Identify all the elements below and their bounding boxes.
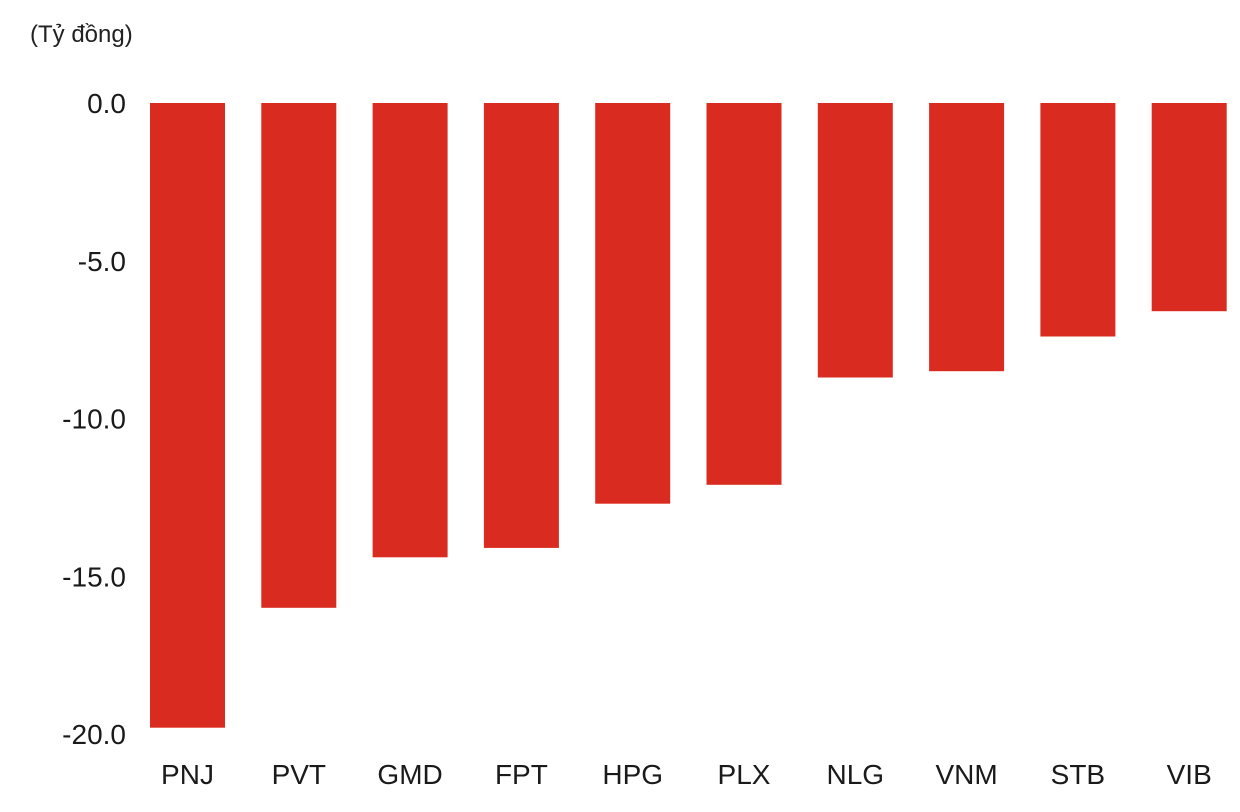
x-category-label: NLG [827, 759, 885, 790]
y-tick-label: -5.0 [78, 246, 126, 277]
bar-pvt [261, 103, 337, 608]
bar-vib [1151, 103, 1227, 312]
bar-stb [1040, 103, 1116, 337]
bars-group [150, 103, 1227, 728]
x-category-label: PLX [718, 759, 771, 790]
bar-gmd [372, 103, 448, 558]
bar-nlg [817, 103, 893, 378]
y-tick-label: 0.0 [87, 88, 126, 119]
y-axis-ticks: 0.0 -5.0 -10.0 -15.0 -20.0 [62, 88, 126, 750]
x-category-label: VNM [935, 759, 997, 790]
x-category-label: FPT [495, 759, 548, 790]
x-category-label: HPG [602, 759, 663, 790]
x-category-label: PVT [272, 759, 326, 790]
y-tick-label: -20.0 [62, 719, 126, 750]
x-category-label: PNJ [161, 759, 214, 790]
y-tick-label: -10.0 [62, 404, 126, 435]
bar-vnm [929, 103, 1005, 372]
x-axis-labels: PNJ PVT GMD FPT HPG PLX NLG VNM STB VIB [161, 759, 1212, 790]
y-axis-unit-label: (Tỷ đồng) [30, 21, 133, 48]
x-category-label: VIB [1167, 759, 1212, 790]
bar-plx [706, 103, 782, 485]
bar-fpt [483, 103, 559, 548]
bar-pnj [150, 103, 225, 728]
bar-hpg [595, 103, 671, 504]
x-category-label: STB [1051, 759, 1105, 790]
y-tick-label: -15.0 [62, 561, 126, 592]
x-category-label: GMD [377, 759, 442, 790]
